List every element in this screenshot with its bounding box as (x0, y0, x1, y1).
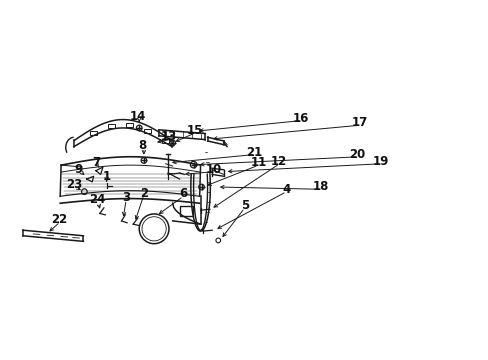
Bar (162, 139, 169, 143)
Text: 7: 7 (92, 156, 100, 169)
Text: 12: 12 (270, 155, 286, 168)
Text: 5: 5 (240, 199, 248, 212)
Text: 10: 10 (205, 163, 221, 176)
Text: 4: 4 (282, 183, 290, 196)
Text: 21: 21 (246, 145, 262, 159)
Text: 2: 2 (140, 186, 148, 199)
Text: 15: 15 (186, 124, 203, 137)
Text: 3: 3 (122, 191, 130, 204)
Text: 6: 6 (179, 188, 187, 201)
Text: 22: 22 (51, 213, 67, 226)
Text: 14: 14 (129, 110, 146, 123)
Bar (90, 131, 97, 135)
Text: 9: 9 (75, 163, 83, 176)
Bar (126, 123, 133, 127)
Text: 11: 11 (250, 156, 266, 169)
Text: 19: 19 (372, 155, 388, 168)
Text: 13: 13 (161, 130, 177, 143)
Text: 23: 23 (66, 178, 82, 191)
Bar (143, 129, 151, 133)
Text: 20: 20 (349, 148, 365, 161)
Bar (108, 124, 115, 128)
Text: 18: 18 (312, 180, 328, 193)
Text: 16: 16 (292, 112, 308, 125)
Text: 17: 17 (351, 116, 367, 129)
Text: 8: 8 (138, 139, 146, 152)
Bar (179, 206, 192, 216)
Text: 24: 24 (88, 193, 105, 206)
Text: 1: 1 (102, 170, 110, 183)
